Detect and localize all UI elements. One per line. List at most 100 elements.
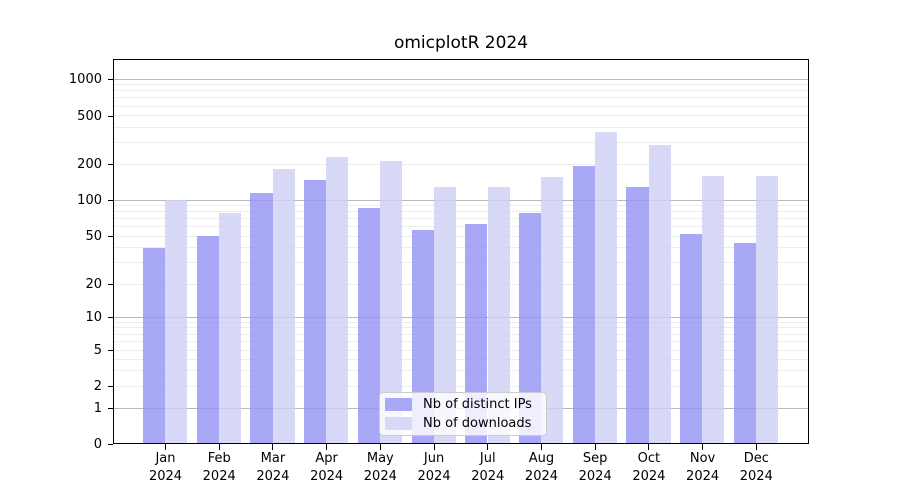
x-tick-mark-apr <box>326 444 328 450</box>
y-tick-label-500: 500 <box>77 108 102 124</box>
y-tick-label-5: 5 <box>93 343 102 359</box>
y-tick-mark-200 <box>108 164 114 166</box>
x-tick-mark-dec <box>755 444 757 450</box>
bar-distinct-ips-oct <box>626 186 649 443</box>
y-tick-label-2: 2 <box>93 379 102 395</box>
x-tick-label-jul: Jul 2024 <box>471 451 505 484</box>
x-tick-mark-jul <box>487 444 489 450</box>
bar-downloads-sep <box>594 132 618 443</box>
x-tick-mark-aug <box>540 444 542 450</box>
legend-label-distinct-ips: Nb of distinct IPs <box>423 396 532 412</box>
gridline-minor-600 <box>114 105 808 107</box>
y-tick-mark-10 <box>108 316 114 318</box>
bars-layer <box>113 59 809 444</box>
x-tick-label-aug: Aug 2024 <box>524 451 559 484</box>
gridline-minor-800 <box>114 90 808 92</box>
bar-distinct-ips-sep <box>572 166 595 443</box>
bar-distinct-ips-jan <box>143 248 166 443</box>
x-tick-mark-oct <box>648 444 650 450</box>
gridline-minor-90 <box>114 205 808 207</box>
bar-downloads-nov <box>702 176 725 443</box>
x-tick-mark-feb <box>218 444 220 450</box>
legend: Nb of distinct IPs Nb of downloads <box>379 392 547 436</box>
gridline-major-100 <box>114 199 808 201</box>
gridline-major-10 <box>114 316 808 318</box>
x-tick-mark-sep <box>594 444 596 450</box>
y-tick-label-1000: 1000 <box>68 71 102 87</box>
bar-downloads-aug <box>541 176 564 443</box>
gridline-minor-7 <box>114 333 808 335</box>
axes-frame <box>113 59 809 444</box>
bar-downloads-jul <box>487 186 510 443</box>
x-tick-label-dec: Dec 2024 <box>739 451 773 484</box>
legend-swatch-distinct-ips <box>385 398 412 411</box>
y-tick-mark-1 <box>108 407 114 409</box>
bar-downloads-dec <box>756 175 779 443</box>
bar-downloads-apr <box>326 157 349 443</box>
plot-area: Nb of distinct IPs Nb of downloads <box>113 59 809 444</box>
y-tick-label-200: 200 <box>77 157 102 173</box>
gridline-minor-80 <box>114 211 808 213</box>
bar-downloads-jan <box>165 200 188 443</box>
legend-item-downloads: Nb of downloads <box>385 416 538 431</box>
y-tick-mark-0 <box>108 443 114 445</box>
gridline-minor-40 <box>114 247 808 249</box>
y-tick-label-50: 50 <box>85 229 102 245</box>
bar-downloads-mar <box>272 169 295 443</box>
y-tick-mark-20 <box>108 283 114 285</box>
x-tick-label-nov: Nov 2024 <box>686 451 720 484</box>
bar-distinct-ips-nov <box>680 234 703 443</box>
x-tick-mark-jun <box>433 444 435 450</box>
gridline-minor-60 <box>114 226 808 228</box>
y-tick-mark-1000 <box>108 78 114 80</box>
gridline-minor-2 <box>114 385 808 387</box>
gridline-minor-50 <box>114 235 808 237</box>
x-tick-mark-mar <box>272 444 274 450</box>
gridline-minor-20 <box>114 283 808 285</box>
gridline-minor-8 <box>114 327 808 329</box>
gridline-minor-9 <box>114 321 808 323</box>
legend-swatch-downloads <box>385 417 412 430</box>
x-tick-label-sep: Sep 2024 <box>578 451 612 484</box>
bar-distinct-ips-dec <box>733 243 756 443</box>
bar-distinct-ips-feb <box>196 236 219 443</box>
y-tick-label-0: 0 <box>93 436 102 452</box>
x-tick-label-jun: Jun 2024 <box>417 451 451 484</box>
bar-distinct-ips-apr <box>304 179 327 443</box>
legend-item-distinct-ips: Nb of distinct IPs <box>385 396 538 412</box>
y-tick-mark-100 <box>108 200 114 201</box>
gridline-minor-6 <box>114 341 808 343</box>
gridline-minor-900 <box>114 84 808 86</box>
gridline-minor-5 <box>114 349 808 351</box>
x-tick-mark-jan <box>165 444 166 450</box>
x-tick-label-jan: Jan 2024 <box>148 451 183 484</box>
gridline-major-1000 <box>114 78 808 80</box>
gridline-minor-700 <box>114 97 808 99</box>
gridline-minor-200 <box>114 163 808 165</box>
chart-title: omicplotR 2024 <box>393 33 529 53</box>
gridline-minor-70 <box>114 218 808 220</box>
y-tick-label-100: 100 <box>77 193 102 208</box>
x-tick-label-apr: Apr 2024 <box>310 451 344 484</box>
y-tick-mark-500 <box>108 115 114 117</box>
x-tick-mark-may <box>379 444 381 450</box>
bar-downloads-may <box>380 160 403 443</box>
y-tick-label-10: 10 <box>85 309 102 325</box>
gridline-minor-500 <box>114 115 808 117</box>
y-tick-label-20: 20 <box>85 276 102 292</box>
bar-downloads-oct <box>648 144 671 443</box>
bar-distinct-ips-jun <box>411 229 434 443</box>
x-tick-label-feb: Feb 2024 <box>202 451 236 484</box>
bar-distinct-ips-may <box>357 208 380 443</box>
x-tick-label-mar: Mar 2024 <box>256 451 290 484</box>
gridline-minor-300 <box>114 142 808 144</box>
gridline-minor-400 <box>114 127 808 129</box>
x-tick-label-may: May 2024 <box>363 451 397 484</box>
gridline-minor-3 <box>114 369 808 371</box>
y-tick-mark-2 <box>108 386 114 388</box>
gridline-minor-30 <box>114 262 808 264</box>
y-tick-mark-5 <box>108 350 114 352</box>
x-tick-label-oct: Oct 2024 <box>632 451 666 484</box>
y-tick-mark-50 <box>108 236 114 238</box>
bar-downloads-feb <box>218 213 242 443</box>
